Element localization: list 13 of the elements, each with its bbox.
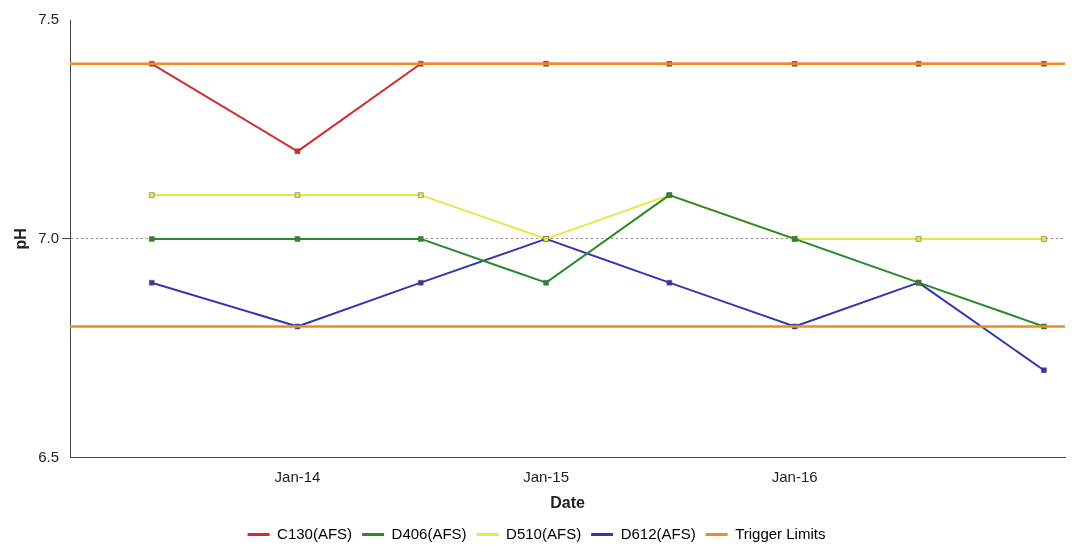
x-tick-label: Jan-16	[771, 467, 818, 485]
y-tick-label: 6.5	[38, 447, 60, 465]
y-tick-label: 7.5	[38, 10, 60, 28]
legend-label: D510(AFS)	[506, 524, 582, 542]
x-tick-label: Jan-14	[274, 467, 321, 485]
legend-label: Trigger Limits	[735, 524, 826, 542]
y-axis-title: pH	[12, 228, 30, 250]
legend-label: D406(AFS)	[391, 524, 467, 542]
legend-label: D612(AFS)	[620, 524, 696, 542]
x-tick-label: Jan-15	[523, 467, 570, 485]
legend-label: C130(AFS)	[277, 524, 353, 542]
x-axis-title: Date	[550, 493, 585, 511]
y-tick-label: 7.0	[38, 229, 60, 247]
